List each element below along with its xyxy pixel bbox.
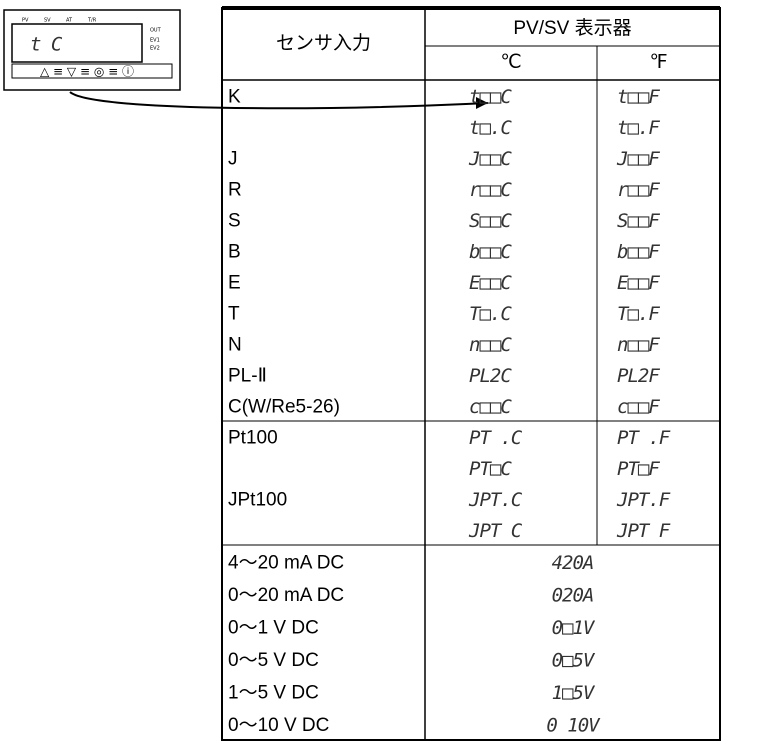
display-code-f: b□□F (617, 241, 660, 263)
display-code-c: c□□C (469, 396, 512, 418)
device-key-icons: △ ≡ ▽ ≡ ◎ ≡ ⓘ (40, 65, 134, 79)
display-code-f: t□.F (617, 117, 660, 139)
header-display: PV/SV 表示器 (513, 17, 631, 39)
device-label: EV1 (150, 38, 160, 44)
sensor-label: S (228, 211, 241, 232)
display-code-f: PT□F (617, 458, 660, 480)
display-code-c: T□.C (469, 303, 512, 325)
display-code: 020A (552, 584, 594, 606)
device-label: AT (66, 18, 73, 24)
sensor-label: B (228, 242, 241, 263)
display-code-f: c□□F (617, 396, 660, 418)
display-code-f: E□□F (617, 272, 660, 294)
display-code-c: E□□C (469, 272, 512, 294)
sensor-label: 0～10 V DC (228, 715, 329, 736)
sensor-label: JPt100 (228, 490, 287, 511)
display-code-c: S□□C (469, 210, 512, 232)
display-code-c: r□□C (469, 179, 512, 201)
arrow-head (476, 97, 488, 109)
display-code-c: JPT C (468, 520, 523, 542)
sensor-label: J (228, 149, 238, 170)
sensor-label: 0～1 V DC (228, 617, 319, 638)
device-label: EV2 (150, 46, 160, 52)
display-code-c: b□□C (469, 241, 512, 263)
device-keys (11, 63, 173, 79)
header-f: ℉ (649, 52, 667, 73)
device-screen (11, 23, 143, 63)
sensor-label: T (228, 304, 240, 325)
sensor-label: N (228, 335, 242, 356)
display-code-f: r□□F (617, 179, 660, 201)
sensor-label: 1～5 V DC (228, 682, 319, 703)
sensor-label: Pt100 (228, 428, 278, 449)
display-code-f: T□.F (617, 303, 660, 325)
display-code: 0□5V (552, 649, 596, 671)
sensor-label: 0～20 mA DC (228, 585, 344, 606)
header-c: ℃ (500, 52, 521, 73)
sensor-label: 4～20 mA DC (228, 552, 344, 573)
device-display: t C (30, 34, 63, 56)
display-code-f: S□□F (617, 210, 660, 232)
sensor-label: C(W/Re5-26) (228, 397, 340, 418)
device-label: OUT (150, 28, 162, 34)
display-code: 0□1V (552, 617, 596, 639)
sensor-label: E (228, 273, 241, 294)
device-label: T/R (87, 18, 97, 24)
display-code: 1□5V (552, 682, 596, 704)
sensor-label: 0～5 V DC (228, 650, 319, 671)
display-code-f: n□□F (617, 334, 660, 356)
device-label: PV (22, 18, 29, 24)
display-code-c: t□□C (469, 86, 512, 108)
display-code-f: J□□F (616, 148, 660, 170)
display-code-c: J□□C (468, 148, 512, 170)
display-code-f: t□□F (617, 86, 660, 108)
display-code: 420A (552, 552, 594, 574)
display-code: 0 10V (546, 714, 601, 736)
device-label: SV (44, 18, 51, 24)
display-code-c: JPT.C (468, 489, 523, 511)
sensor-label: PL-Ⅱ (228, 366, 267, 387)
display-code-c: n□□C (469, 334, 512, 356)
device: △ ≡ ▽ ≡ ◎ ≡ ⓘ (3, 9, 181, 91)
display-code-c: PT□C (469, 458, 512, 480)
display-code-f: PL2F (617, 365, 660, 387)
display-code-f: JPT.F (616, 489, 671, 511)
display-code-c: t□.C (469, 117, 512, 139)
display-code-f: PT .F (617, 427, 671, 449)
header-sensor: センサ入力 (276, 32, 371, 54)
display-code-c: PL2C (469, 365, 512, 387)
sensor-label: K (228, 87, 241, 108)
display-code-c: PT .C (469, 427, 523, 449)
sensor-label: R (228, 180, 242, 201)
display-code-f: JPT F (616, 520, 671, 542)
arrow (69, 91, 489, 110)
